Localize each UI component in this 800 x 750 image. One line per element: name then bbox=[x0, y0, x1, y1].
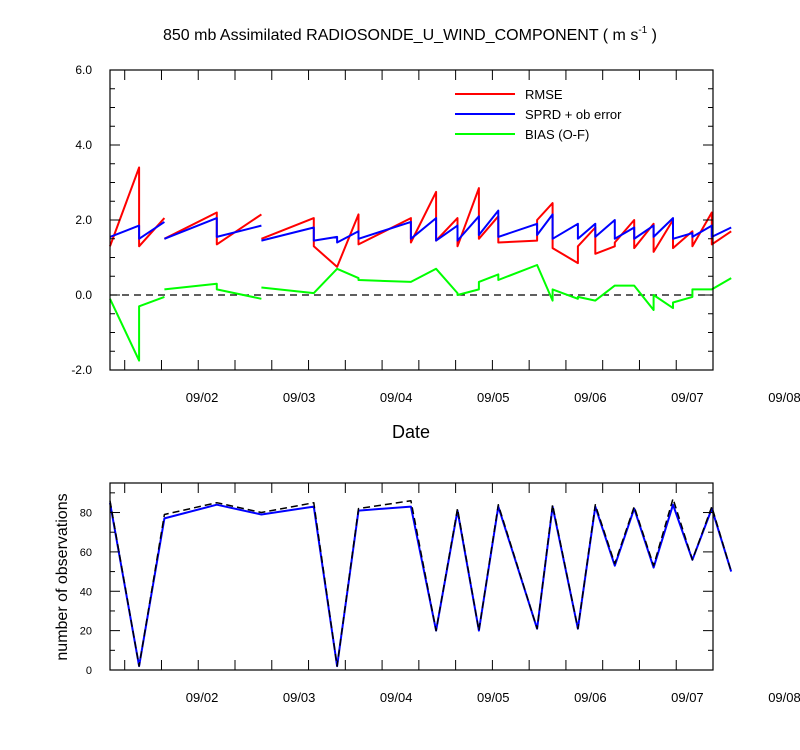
x-tick-label: 09/08 bbox=[768, 690, 800, 705]
legend-label-bias-o-f: BIAS (O-F) bbox=[525, 127, 589, 142]
series-line-observations-possible-0 bbox=[109, 497, 732, 667]
x-tick-labels: 09/02 09/03 09/04 09/05 09/06 09/07 09/08 bbox=[186, 390, 800, 405]
plot-frame bbox=[109, 482, 714, 671]
series-line-bias-o-f-0 bbox=[109, 295, 165, 362]
y-tick-label: -2.0 bbox=[71, 363, 92, 377]
y-tick-label: 40 bbox=[80, 586, 92, 598]
y-tick-labels: 0 20 40 60 80 bbox=[80, 508, 92, 677]
chart-title-text: 850 mb Assimilated RADIOSONDE_U_WIND_COM… bbox=[163, 27, 638, 44]
x-tick-label: 09/05 bbox=[477, 390, 510, 405]
y-tick-label: 80 bbox=[80, 508, 92, 520]
y-tick-label: 4.0 bbox=[75, 138, 92, 152]
series-line-sprd-ob-error-1 bbox=[164, 217, 262, 240]
series-line-bias-o-f-2 bbox=[261, 264, 732, 311]
axis-ticks bbox=[110, 483, 713, 671]
series-line-observations-used-0 bbox=[109, 502, 733, 668]
series-line-sprd-ob-error-2 bbox=[261, 209, 732, 244]
x-tick-label: 09/06 bbox=[574, 390, 607, 405]
x-tick-label: 09/06 bbox=[574, 690, 607, 705]
x-tick-label: 09/04 bbox=[380, 390, 413, 405]
x-tick-label: 09/04 bbox=[380, 690, 413, 705]
chart-title-unit-exponent: -1 bbox=[638, 25, 647, 36]
y-tick-label: 2.0 bbox=[75, 213, 92, 227]
y-tick-label: 0 bbox=[86, 665, 92, 677]
axis-ticks bbox=[110, 69, 713, 371]
y-tick-label: 60 bbox=[80, 547, 92, 559]
x-tick-label: 09/02 bbox=[186, 690, 219, 705]
x-axis-label: Date bbox=[392, 422, 430, 442]
legend-label-rmse: RMSE bbox=[525, 87, 563, 102]
x-tick-label: 09/03 bbox=[283, 390, 316, 405]
y-tick-label: 20 bbox=[80, 626, 92, 638]
y-axis-label: number of observations bbox=[54, 493, 71, 660]
y-tick-label: 6.0 bbox=[75, 63, 92, 77]
series-line-sprd-ob-error-0 bbox=[109, 221, 165, 240]
legend-label-sprd-ob-error: SPRD + ob error bbox=[525, 107, 622, 122]
legend: RMSE SPRD + ob error BIAS (O-F) bbox=[455, 87, 622, 142]
series-line-rmse-2 bbox=[261, 187, 732, 268]
observation-count-chart: 0 20 40 60 80 09/02 09/03 09/04 09/05 09/06 09/07… bbox=[54, 482, 800, 705]
x-tick-label: 09/05 bbox=[477, 690, 510, 705]
chart-title-close: ) bbox=[647, 27, 657, 44]
rmse-spread-bias-chart: 850 mb Assimilated RADIOSONDE_U_WIND_COM… bbox=[71, 25, 800, 442]
x-tick-labels: 09/02 09/03 09/04 09/05 09/06 09/07 09/08 bbox=[186, 690, 800, 705]
series-line-rmse-0 bbox=[109, 166, 166, 248]
chart-title: 850 mb Assimilated RADIOSONDE_U_WIND_COM… bbox=[163, 25, 657, 44]
x-tick-label: 09/03 bbox=[283, 690, 316, 705]
x-tick-label: 09/02 bbox=[186, 390, 219, 405]
series-lines bbox=[109, 497, 733, 668]
x-tick-label: 09/07 bbox=[671, 690, 704, 705]
y-tick-label: 0.0 bbox=[75, 288, 92, 302]
x-tick-label: 09/07 bbox=[671, 390, 704, 405]
series-lines bbox=[109, 166, 732, 362]
y-tick-labels: -2.0 0.0 2.0 4.0 6.0 bbox=[71, 63, 92, 377]
x-tick-label: 09/08 bbox=[768, 390, 800, 405]
series-line-bias-o-f-1 bbox=[164, 282, 262, 300]
